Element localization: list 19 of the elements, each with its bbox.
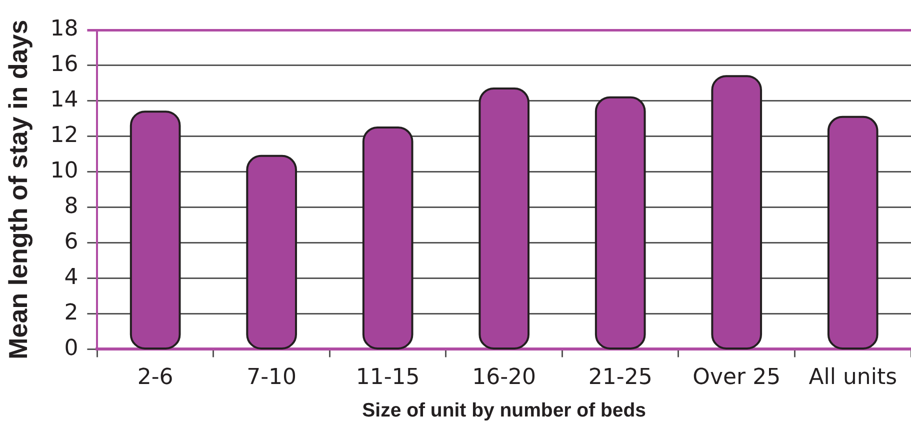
y-tick-label: 6	[64, 230, 78, 255]
y-tick-label: 16	[50, 52, 78, 78]
y-axis-title: Mean length of stay in days	[2, 20, 33, 360]
x-tick-label: All units	[808, 365, 898, 390]
y-tick-label: 8	[64, 194, 78, 220]
x-tick-label: 7-10	[246, 365, 297, 390]
x-tick-label: 21-25	[588, 365, 652, 390]
y-tick-label: 14	[50, 88, 78, 113]
x-tick-label: 16-20	[472, 365, 536, 390]
x-tick-label: 11-15	[356, 365, 420, 390]
y-tick-label: 2	[64, 300, 78, 326]
y-tick-label: 0	[64, 336, 78, 361]
y-tick-label: 10	[50, 158, 78, 184]
x-axis-title: Size of unit by number of beds	[362, 400, 646, 422]
y-tick-label: 18	[50, 16, 78, 42]
x-tick-label: 2-6	[137, 365, 174, 390]
x-tick-label: Over 25	[692, 365, 781, 390]
y-tick-label: 12	[50, 123, 78, 148]
y-tick-label: 4	[64, 264, 78, 290]
